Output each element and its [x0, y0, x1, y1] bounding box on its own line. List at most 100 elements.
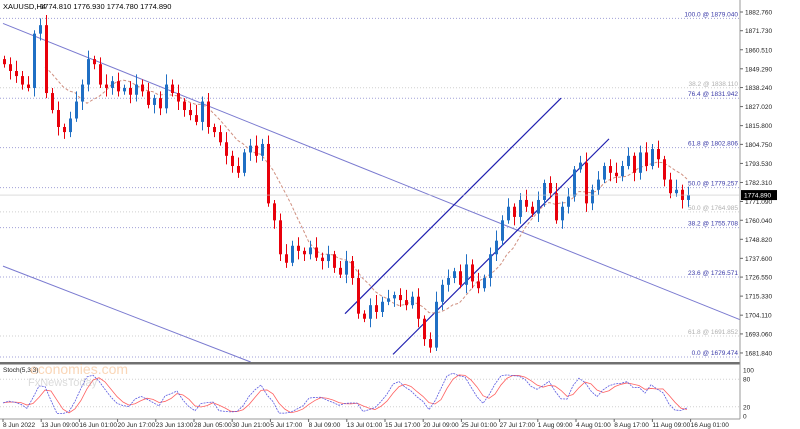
y-tick-label: 1793.530	[745, 161, 772, 168]
candle-body	[201, 101, 204, 122]
candle	[477, 272, 480, 294]
candle-body	[21, 76, 24, 85]
candle-body	[363, 313, 366, 319]
candle-body	[309, 247, 312, 255]
candle	[183, 98, 186, 117]
candle	[93, 55, 96, 70]
candle	[51, 87, 54, 114]
candle	[147, 82, 150, 109]
candle-body	[279, 220, 282, 255]
candle-body	[129, 87, 132, 95]
candle	[285, 244, 288, 268]
candle	[465, 254, 468, 294]
stoch-tick-label: 0	[743, 414, 747, 421]
candle-body	[333, 254, 336, 268]
candle	[393, 291, 396, 307]
candle-body	[117, 81, 120, 92]
candle-body	[357, 278, 360, 314]
candle-body	[477, 281, 480, 289]
candle	[555, 182, 558, 224]
candle-body	[525, 199, 528, 207]
candle-body	[507, 206, 510, 221]
candle	[105, 74, 108, 97]
x-tick-label: 20 Jul 09:00	[423, 422, 459, 429]
candle-body	[561, 206, 564, 221]
candle	[621, 160, 624, 182]
candle	[303, 247, 306, 262]
candle	[609, 159, 612, 182]
trendline[interactable]	[2, 265, 251, 363]
candle-body	[123, 87, 126, 92]
candle	[249, 138, 252, 161]
panel-separator[interactable]	[0, 362, 740, 365]
x-tick-label: 16 Jun 01:00	[79, 422, 117, 429]
current-price-box	[741, 190, 777, 201]
candle	[423, 315, 426, 346]
candle-body	[465, 264, 468, 285]
candle	[321, 252, 324, 270]
candle	[495, 230, 498, 262]
candle	[651, 143, 654, 170]
candle	[333, 250, 336, 273]
candle	[375, 294, 378, 319]
candle-body	[645, 152, 648, 167]
candle	[171, 79, 174, 97]
y-tick-label: 1748.820	[745, 237, 772, 244]
candle-body	[75, 101, 78, 119]
candle-body	[291, 245, 294, 263]
y-tick-label: 1704.110	[745, 313, 772, 320]
candle-body	[255, 145, 258, 156]
candle-body	[651, 149, 654, 167]
x-tick-label: 5 Jul 17:00	[270, 422, 302, 429]
candle-body	[99, 64, 102, 85]
candle	[99, 57, 102, 88]
candle-body	[555, 193, 558, 221]
candle	[261, 138, 264, 161]
candle	[603, 162, 606, 183]
candle	[585, 152, 588, 212]
candle	[75, 91, 78, 122]
candle-body	[345, 261, 348, 275]
candle	[381, 296, 384, 318]
candle-body	[39, 25, 42, 34]
stochastic-panel: 100 80 20 0 Stoch(5,3,3)economies.comFxNewsT…	[0, 361, 754, 421]
fibonacci-levels: 100.0 @ 1879.040 38.2 @ 1838.110 76.4 @ 18…	[0, 11, 740, 358]
candle	[237, 157, 240, 178]
candle-body	[483, 278, 486, 289]
candle-body	[351, 261, 354, 279]
candle-body	[213, 126, 216, 133]
candle-body	[687, 195, 690, 200]
x-tick-label: 13 Jul 01:00	[347, 422, 383, 429]
candle	[267, 135, 270, 207]
candle-body	[567, 196, 570, 207]
candle	[687, 186, 690, 207]
trendline[interactable]	[2, 23, 741, 321]
x-tick-label: 8 Jun 2022	[3, 422, 36, 429]
candle-body	[519, 199, 522, 217]
candle	[315, 237, 318, 262]
candle-body	[183, 101, 186, 111]
candle	[405, 289, 408, 311]
candle	[543, 179, 546, 207]
fib-level-label: 100.0 @ 1879.040	[684, 11, 738, 18]
candle-body	[81, 84, 84, 102]
candle-body	[639, 152, 642, 173]
candle	[591, 184, 594, 211]
stoch-tick-label: 20	[743, 404, 751, 411]
candle	[87, 50, 90, 92]
candle-body	[585, 162, 588, 204]
candle	[165, 74, 168, 114]
candle-body	[423, 318, 426, 340]
candle-body	[45, 25, 48, 94]
candle-body	[195, 115, 198, 122]
candle	[213, 123, 216, 138]
candle	[15, 60, 18, 83]
channel-line[interactable]	[344, 97, 562, 315]
fib-level-label: 50.0 @ 1779.257	[688, 181, 738, 188]
candle-body	[633, 155, 636, 173]
candle	[3, 55, 6, 68]
candle	[525, 189, 528, 212]
candle	[597, 171, 600, 195]
candle-body	[165, 84, 168, 109]
